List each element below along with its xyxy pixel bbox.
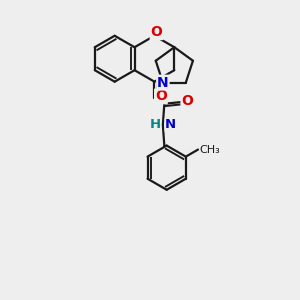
Text: N: N bbox=[165, 118, 176, 131]
Text: O: O bbox=[155, 89, 167, 103]
Text: H: H bbox=[149, 118, 161, 131]
Text: CH₃: CH₃ bbox=[199, 145, 220, 154]
Text: N: N bbox=[157, 76, 169, 90]
Text: O: O bbox=[151, 25, 162, 39]
Text: O: O bbox=[182, 94, 193, 108]
